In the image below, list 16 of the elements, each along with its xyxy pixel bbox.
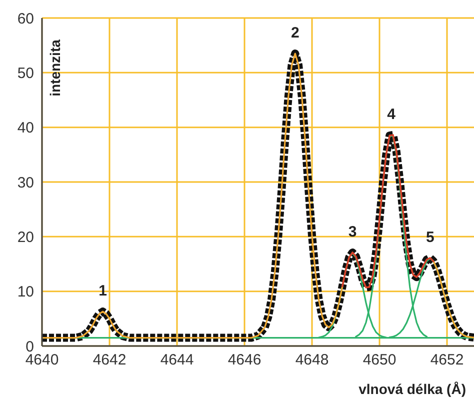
y-tick-label: 60 — [17, 10, 34, 28]
x-tick-label: 4642 — [92, 352, 126, 369]
x-tick-label: 4646 — [228, 352, 262, 369]
x-tick-label: 4650 — [362, 352, 396, 369]
y-tick-label: 40 — [17, 120, 34, 137]
x-tick-label: 4648 — [295, 352, 329, 369]
y-axis-title: intenzita — [47, 39, 63, 96]
y-tick-label: 10 — [17, 284, 34, 301]
annotation: 2 — [290, 24, 300, 42]
annotation: 4 — [387, 106, 396, 123]
x-axis-title: vlnová délka (Å) — [358, 381, 466, 397]
y-tick-label: 50 — [17, 64, 34, 82]
x-tick-label: 4652 — [430, 352, 464, 369]
y-tick-label: 20 — [17, 228, 34, 246]
y-tick-label: 30 — [17, 174, 34, 192]
x-tick-label: 4644 — [160, 352, 194, 369]
